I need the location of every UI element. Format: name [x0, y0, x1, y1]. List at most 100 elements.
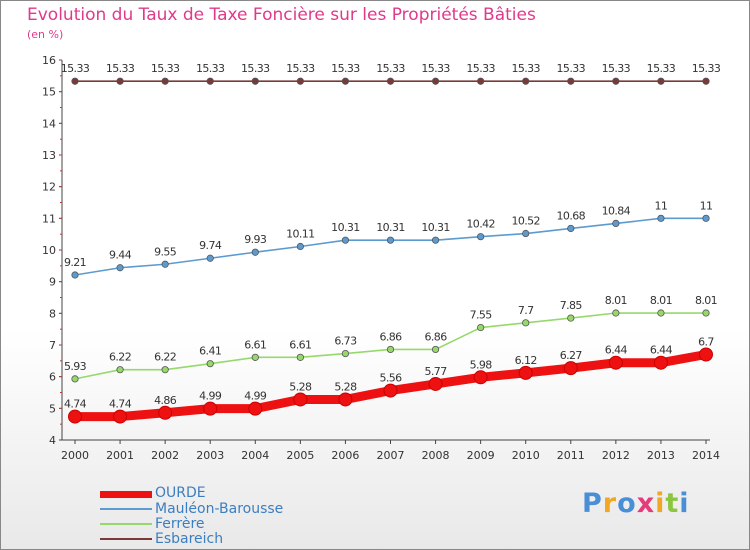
- series-group: [68, 77, 713, 424]
- y-tick-label: 9: [49, 276, 56, 289]
- data-label-ferrere: 8.01: [695, 294, 717, 307]
- data-point-ferrere: [386, 345, 395, 354]
- data-point-ferrere: [206, 360, 214, 368]
- x-tick-label: 2002: [151, 449, 179, 462]
- data-label-mauleon-barousse: 10.42: [466, 218, 495, 231]
- data-label-ferrere: 6.41: [199, 345, 221, 358]
- data-label-esbareich: 15.33: [466, 62, 495, 75]
- data-label-ferrere: 8.01: [650, 294, 672, 307]
- data-point-mauleon-barousse: [522, 229, 530, 238]
- data-point-ferrere: [71, 375, 79, 383]
- x-tick-label: 2005: [286, 449, 314, 462]
- data-point-ourde: [428, 376, 443, 391]
- y-tick-label: 11: [42, 212, 56, 225]
- x-tick-label: 2013: [647, 449, 675, 462]
- y-tick-label: 8: [49, 307, 56, 320]
- data-point-mauleon-barousse: [567, 224, 575, 233]
- logo-letter: i: [655, 488, 666, 519]
- data-label-mauleon-barousse: 11: [655, 199, 668, 212]
- data-label-mauleon-barousse: 10.31: [376, 221, 405, 234]
- data-point-esbareich: [567, 77, 575, 85]
- data-point-mauleon-barousse: [612, 219, 620, 227]
- data-point-ourde: [608, 355, 623, 370]
- data-label-esbareich: 15.33: [376, 62, 405, 75]
- data-point-ferrere: [477, 323, 485, 332]
- y-tick-label: 7: [49, 339, 56, 352]
- data-point-esbareich: [522, 77, 530, 85]
- data-label-ourde: 5.28: [334, 380, 357, 393]
- data-label-esbareich: 15.33: [647, 62, 676, 75]
- legend-label-ourde: OURDE: [155, 485, 206, 501]
- data-point-mauleon-barousse: [161, 260, 169, 268]
- data-point-esbareich: [657, 77, 665, 85]
- data-label-ourde: 4.86: [154, 394, 177, 407]
- data-label-esbareich: 15.33: [602, 62, 631, 75]
- x-tick-label: 2011: [557, 449, 585, 462]
- data-label-ferrere: 6.22: [109, 351, 131, 364]
- data-label-esbareich: 15.33: [151, 62, 180, 75]
- data-point-ferrere: [657, 309, 665, 317]
- data-label-ferrere: 6.61: [244, 338, 266, 351]
- x-tick-label: 2004: [241, 449, 269, 462]
- x-tick-label: 2003: [196, 449, 224, 462]
- data-label-mauleon-barousse: 10.68: [557, 209, 586, 222]
- data-label-mauleon-barousse: 9.21: [64, 256, 86, 269]
- data-label-ferrere: 6.86: [425, 330, 448, 343]
- data-point-esbareich: [702, 77, 710, 85]
- y-tick-label: 6: [49, 371, 56, 384]
- data-label-ferrere: 7.7: [518, 304, 534, 317]
- data-point-ourde: [158, 405, 173, 420]
- data-labels: 15.33 15.33 15.33 15.33 15.33 15.33 15.33 15.33…: [61, 62, 722, 411]
- data-point-esbareich: [296, 77, 304, 85]
- data-label-ourde: 6.7: [698, 336, 714, 349]
- data-point-ferrere: [251, 353, 259, 361]
- legend-label-ferrere: Ferrère: [155, 516, 205, 532]
- data-point-ferrere: [116, 366, 124, 374]
- data-label-ferrere: 7.55: [470, 309, 493, 322]
- data-label-esbareich: 15.33: [286, 62, 315, 75]
- data-label-esbareich: 15.33: [241, 62, 270, 75]
- data-point-ourde: [699, 347, 713, 362]
- data-point-ferrere: [567, 314, 575, 322]
- data-point-ourde: [653, 355, 668, 370]
- y-tick-label: 10: [42, 244, 56, 257]
- data-label-ourde: 6.12: [515, 354, 537, 367]
- data-point-ferrere: [702, 309, 710, 317]
- data-label-mauleon-barousse: 9.44: [109, 249, 132, 262]
- data-label-ourde: 4.99: [244, 390, 267, 403]
- data-label-ourde: 4.74: [64, 398, 87, 411]
- data-label-ourde: 5.28: [289, 380, 312, 393]
- data-label-mauleon-barousse: 10.52: [511, 215, 540, 228]
- data-label-ferrere: 6.61: [289, 338, 311, 351]
- data-point-ourde: [518, 365, 533, 380]
- data-label-mauleon-barousse: 10.31: [331, 221, 360, 234]
- data-label-esbareich: 15.33: [557, 62, 586, 75]
- data-point-ferrere: [161, 366, 169, 374]
- data-label-ourde: 5.56: [379, 372, 402, 385]
- data-point-ferrere: [612, 309, 620, 317]
- data-label-ourde: 4.74: [109, 398, 132, 411]
- data-point-esbareich: [386, 77, 395, 85]
- data-point-esbareich: [71, 77, 79, 85]
- x-tick-label: 2000: [61, 449, 89, 462]
- data-label-esbareich: 15.33: [511, 62, 540, 75]
- data-label-mauleon-barousse: 10.84: [602, 204, 631, 217]
- y-tick-label: 15: [42, 86, 56, 99]
- x-tick-label: 2012: [602, 449, 630, 462]
- logo-letter: r: [602, 488, 618, 519]
- data-point-esbareich: [341, 77, 350, 85]
- data-label-esbareich: 15.33: [106, 62, 135, 75]
- y-tick-label: 14: [42, 117, 56, 130]
- data-label-esbareich: 15.33: [196, 62, 225, 75]
- data-label-ferrere: 7.85: [560, 299, 583, 312]
- data-label-mauleon-barousse: 10.11: [286, 228, 315, 241]
- data-point-esbareich: [161, 77, 169, 85]
- x-tick-label: 2009: [467, 449, 495, 462]
- y-tick-label: 5: [49, 402, 56, 415]
- data-point-mauleon-barousse: [206, 254, 214, 262]
- axes: 4 5 6 7 8 9 10 11 12 13 14 15 16 2000 2001 2002 2003 2004…: [42, 54, 720, 462]
- logo-letter: o: [617, 488, 637, 519]
- data-point-mauleon-barousse: [296, 242, 304, 251]
- data-point-ourde: [473, 370, 488, 385]
